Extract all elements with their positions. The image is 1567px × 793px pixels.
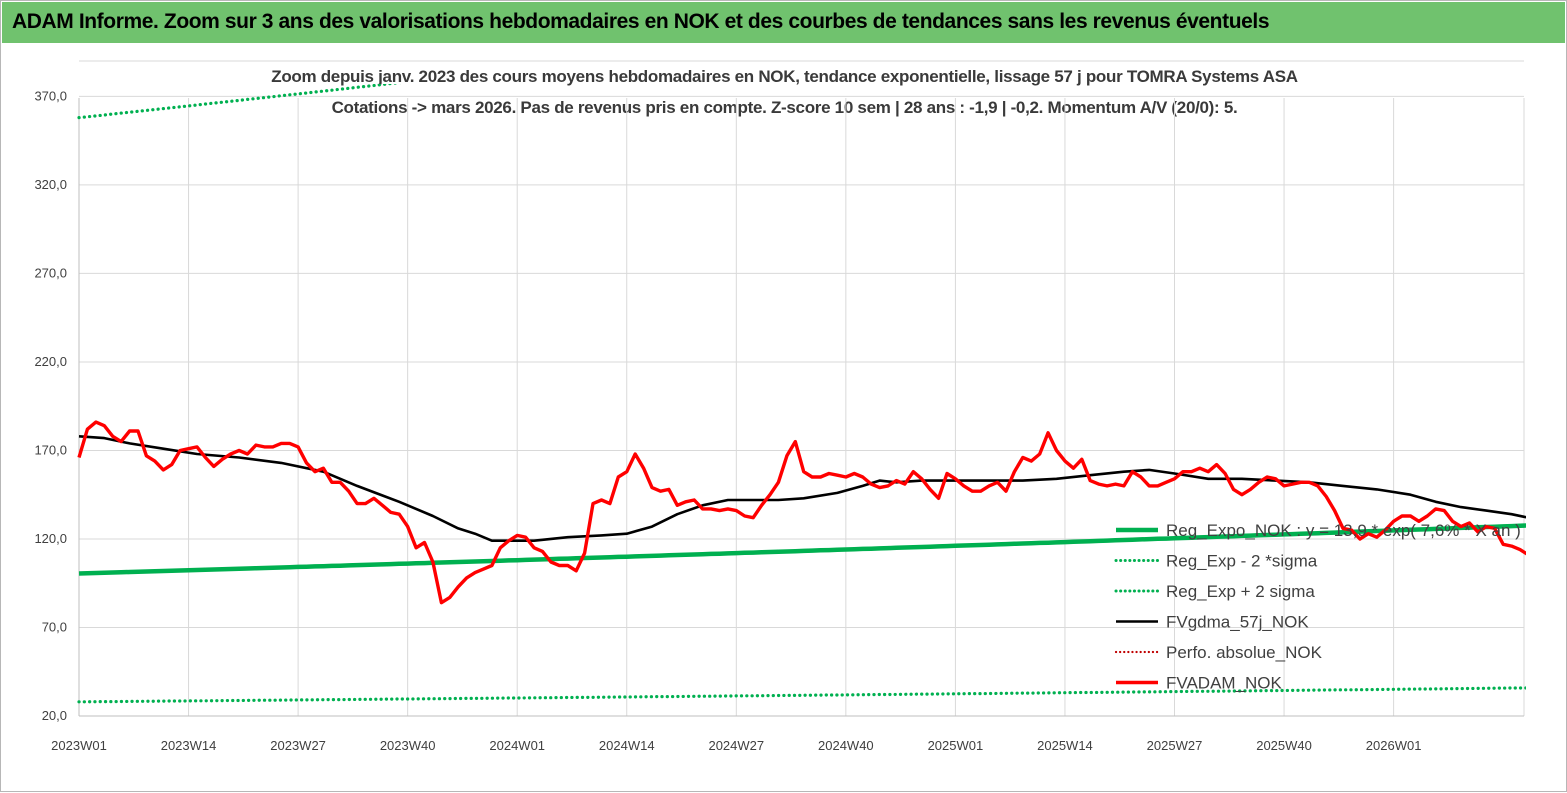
legend: Reg_Expo_NOK : y = 13,9 * exp( 7,6% * X … [1114, 521, 1521, 693]
x-tick-label: 2024W01 [489, 738, 545, 753]
x-tick-label: 2024W40 [818, 738, 874, 753]
y-tick-label: 170,0 [34, 442, 67, 457]
legend-label: FVgdma_57j_NOK [1166, 613, 1309, 632]
legend-label: Reg_Exp + 2 sigma [1166, 582, 1315, 601]
x-tick-label: 2023W14 [161, 738, 217, 753]
x-tick-label: 2023W27 [270, 738, 326, 753]
series-line-reg-exp-minus-2-sigma [77, 686, 1526, 704]
series-line-fvgdma [78, 435, 1526, 542]
x-tick-label: 2025W27 [1147, 738, 1203, 753]
x-tick-label: 2024W27 [708, 738, 764, 753]
series-line-fvadam [77, 420, 1526, 605]
x-tick-label: 2026W01 [1366, 738, 1422, 753]
report-banner: ADAM Informe. Zoom sur 3 ans des valoris… [2, 2, 1565, 43]
legend-label: FVADAM_NOK [1166, 674, 1283, 693]
chart-subtitle: Cotations -> mars 2026. Pas de revenus p… [331, 98, 1238, 117]
series-line-reg-exp-plus-2-sigma [77, 84, 402, 120]
series-layer [77, 84, 1526, 704]
legend-label: Reg_Exp - 2 *sigma [1166, 552, 1318, 571]
y-tick-label: 220,0 [34, 354, 67, 369]
axes: 20,0 70,0 120,0 170,0 220,0 270,0 320,0 370,0 20… [34, 88, 1524, 753]
x-tick-label: 2023W01 [51, 738, 107, 753]
x-tick-label: 2024W14 [599, 738, 655, 753]
x-tick-label: 2023W40 [380, 738, 436, 753]
y-tick-label: 120,0 [34, 531, 67, 546]
y-tick-label: 20,0 [42, 708, 67, 723]
y-tick-label: 70,0 [42, 619, 67, 634]
y-tick-label: 320,0 [34, 177, 67, 192]
series-line-reg-expo [78, 523, 1526, 576]
x-tick-label: 2025W40 [1256, 738, 1312, 753]
y-tick-label: 370,0 [34, 88, 67, 103]
x-tick-label: 2025W14 [1037, 738, 1093, 753]
y-tick-label: 270,0 [34, 265, 67, 280]
chart-title: Zoom depuis janv. 2023 des cours moyens … [271, 67, 1298, 86]
legend-label: Perfo. absolue_NOK [1166, 643, 1323, 662]
legend-label: Reg_Expo_NOK : y = 13,9 * exp( 7,6% * X … [1166, 521, 1521, 540]
x-tick-label: 2025W01 [928, 738, 984, 753]
report-title: ADAM Informe. Zoom sur 3 ans des valoris… [12, 10, 1270, 33]
